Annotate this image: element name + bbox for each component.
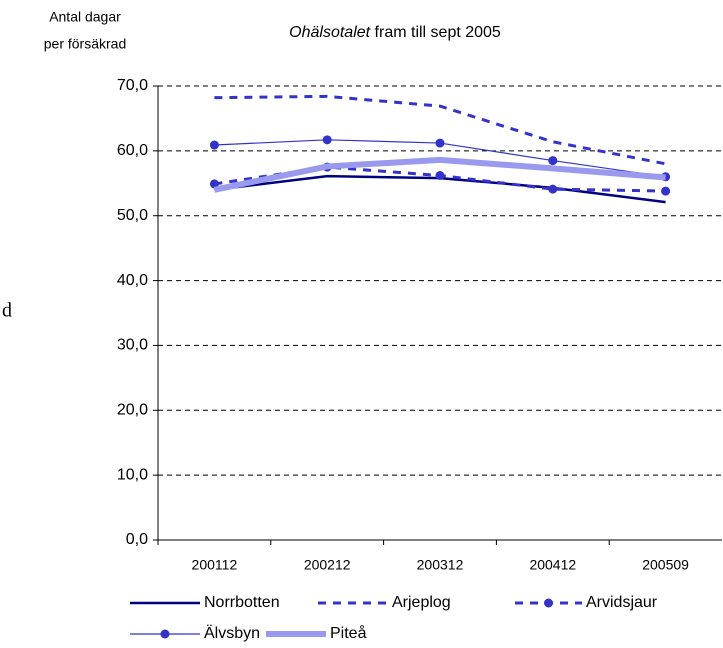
marker [435, 171, 445, 181]
legend-label: Älvsbyn [204, 624, 260, 642]
legend-label: Norrbotten [204, 594, 280, 611]
legend-label: Arvidsjaur [586, 594, 658, 611]
y-axis-label: Antal dagar [49, 9, 121, 25]
line [214, 94, 666, 166]
y-tick-label: 70,0 [117, 77, 148, 94]
title-part: Ohälsotalet [289, 24, 370, 41]
marker [435, 138, 445, 148]
y-axis-label: per försäkrad [44, 36, 126, 52]
marker [661, 186, 671, 196]
legend-label: Arjeplog [392, 594, 451, 611]
legend-marker [544, 598, 553, 608]
marker [209, 179, 219, 189]
title-part: fram till sept 2005 [375, 24, 501, 41]
line [213, 156, 666, 193]
x-tick-label: 200412 [529, 557, 576, 573]
x-tick-label: 200112 [192, 557, 238, 573]
y-tick-label: 30,0 [117, 337, 148, 354]
annotation: d [2, 300, 12, 322]
legend-marker [160, 629, 170, 639]
marker [548, 156, 558, 166]
x-tick-label: 200212 [304, 557, 351, 573]
x-tick-label: 200312 [417, 557, 464, 573]
marker [322, 135, 332, 145]
chart-title: Ohälsotalet fram till sept 2005 [289, 24, 501, 41]
legend-label: Piteå [330, 624, 367, 642]
y-tick-label: 10,0 [117, 466, 148, 483]
y-tick-label: 60,0 [117, 142, 148, 159]
line [214, 174, 666, 204]
y-tick-label: 0,0 [126, 531, 148, 548]
marker [548, 184, 558, 194]
y-tick-label: 50,0 [117, 207, 148, 224]
x-tick-label: 200509 [642, 557, 689, 573]
y-tick-label: 20,0 [117, 402, 148, 419]
marker [209, 140, 219, 150]
y-tick-label: 40,0 [117, 272, 148, 289]
